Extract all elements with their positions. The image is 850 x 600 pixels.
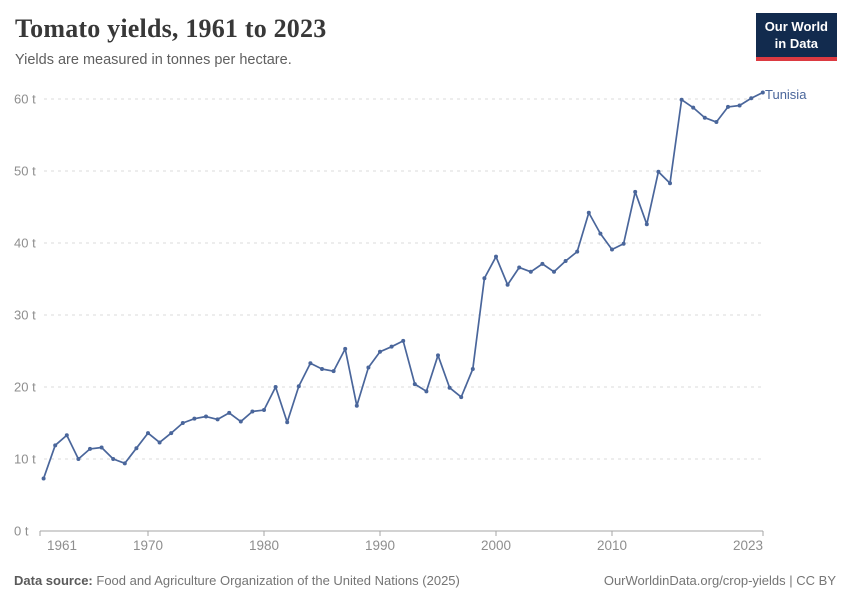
data-point-tunisia-1961[interactable] (41, 476, 46, 481)
data-point-tunisia-1979[interactable] (250, 409, 255, 414)
y-tick-label-40: 40 t (14, 236, 36, 251)
data-point-tunisia-1993[interactable] (412, 382, 417, 387)
data-point-tunisia-1981[interactable] (273, 385, 278, 389)
data-point-tunisia-1962[interactable] (53, 443, 58, 448)
data-point-tunisia-1978[interactable] (238, 419, 243, 424)
data-point-tunisia-1968[interactable] (122, 461, 127, 466)
line-series-tunisia[interactable] (42, 91, 764, 480)
data-point-tunisia-2018[interactable] (702, 115, 707, 120)
license-link[interactable]: OurWorldinData.org/crop-yields | CC BY (603, 573, 836, 588)
data-point-tunisia-1975[interactable] (204, 414, 208, 419)
data-point-tunisia-1974[interactable] (192, 416, 197, 421)
y-tick-label-50: 50 t (14, 164, 36, 179)
data-point-tunisia-2023[interactable] (760, 90, 765, 95)
chart-title: Tomato yields, 1961 to 2023 (15, 14, 327, 43)
x-tick-label-1961: 1961 (47, 538, 77, 553)
y-tick-label-20: 20 t (14, 380, 36, 395)
data-point-tunisia-1973[interactable] (180, 421, 185, 425)
data-point-tunisia-1966[interactable] (99, 445, 104, 450)
data-source: Data source: Food and Agriculture Organi… (14, 573, 460, 588)
data-point-tunisia-2000[interactable] (494, 254, 498, 259)
data-point-tunisia-1965[interactable] (88, 446, 92, 451)
data-point-tunisia-2020[interactable] (726, 104, 730, 109)
x-tick-label-1980: 1980 (249, 538, 279, 553)
data-point-tunisia-1998[interactable] (470, 367, 475, 371)
data-point-tunisia-1977[interactable] (227, 410, 232, 415)
data-point-tunisia-2006[interactable] (563, 259, 568, 263)
data-source-text: Food and Agriculture Organization of the… (96, 573, 460, 588)
data-point-tunisia-1999[interactable] (482, 276, 487, 281)
data-point-tunisia-2010[interactable] (610, 247, 614, 252)
data-point-tunisia-1985[interactable] (320, 367, 324, 371)
chart-footer: Data source: Food and Agriculture Organi… (0, 573, 850, 588)
owid-logo: Our World in Data (755, 13, 837, 61)
data-point-tunisia-1971[interactable] (157, 440, 162, 445)
y-tick-label-60: 60 t (14, 92, 36, 107)
data-point-tunisia-1963[interactable] (64, 433, 69, 438)
y-tick-label-10: 10 t (14, 452, 36, 467)
owid-logo-line1: Our World (764, 19, 828, 34)
data-point-tunisia-2009[interactable] (598, 231, 603, 236)
data-point-tunisia-1972[interactable] (169, 431, 174, 436)
data-point-tunisia-1964[interactable] (76, 457, 81, 461)
chart-subtitle: Yields are measured in tonnes per hectar… (15, 52, 292, 68)
data-point-tunisia-2003[interactable] (528, 269, 533, 274)
data-point-tunisia-1984[interactable] (308, 361, 313, 366)
data-point-tunisia-1997[interactable] (459, 395, 464, 400)
data-source-label: Data source: (14, 573, 93, 588)
data-point-tunisia-1987[interactable] (343, 346, 348, 351)
data-point-tunisia-1989[interactable] (366, 365, 371, 370)
data-point-tunisia-2002[interactable] (517, 265, 522, 270)
x-tick-label-2010: 2010 (597, 538, 627, 553)
data-point-tunisia-1990[interactable] (378, 349, 382, 354)
x-tick-label-2023: 2023 (733, 538, 763, 553)
data-point-tunisia-1995[interactable] (436, 353, 440, 358)
data-point-tunisia-1991[interactable] (389, 344, 394, 349)
data-point-tunisia-2007[interactable] (575, 249, 580, 254)
y-tick-label-30: 30 t (14, 308, 36, 323)
data-point-tunisia-1982[interactable] (285, 420, 290, 425)
x-tick-label-2000: 2000 (481, 538, 511, 553)
data-point-tunisia-2021[interactable] (737, 103, 742, 108)
data-point-tunisia-2014[interactable] (656, 169, 661, 174)
data-point-tunisia-2008[interactable] (586, 210, 591, 215)
data-point-tunisia-2012[interactable] (633, 189, 638, 194)
data-point-tunisia-1996[interactable] (447, 385, 452, 390)
data-point-tunisia-2013[interactable] (644, 222, 649, 227)
data-point-tunisia-2016[interactable] (679, 97, 684, 102)
data-point-tunisia-2004[interactable] (540, 261, 545, 266)
x-tick-label-1970: 1970 (133, 538, 163, 553)
data-point-tunisia-2001[interactable] (505, 282, 510, 287)
data-point-tunisia-1988[interactable] (354, 403, 359, 408)
data-point-tunisia-1969[interactable] (134, 446, 139, 451)
data-point-tunisia-2015[interactable] (668, 181, 672, 186)
data-point-tunisia-2022[interactable] (749, 96, 754, 101)
entity-label-tunisia[interactable]: Tunisia (765, 87, 807, 102)
data-point-tunisia-1994[interactable] (424, 389, 429, 394)
data-point-tunisia-2019[interactable] (714, 120, 719, 125)
data-point-tunisia-1992[interactable] (401, 338, 406, 343)
data-point-tunisia-2017[interactable] (691, 105, 696, 110)
owid-logo-line2: in Data (774, 35, 819, 51)
data-point-tunisia-1983[interactable] (296, 384, 301, 389)
data-point-tunisia-1986[interactable] (331, 369, 336, 374)
data-point-tunisia-1970[interactable] (146, 431, 150, 436)
data-point-tunisia-1976[interactable] (215, 417, 220, 422)
data-point-tunisia-2005[interactable] (552, 269, 556, 274)
x-tick-label-1990: 1990 (365, 538, 395, 553)
data-point-tunisia-1980[interactable] (262, 408, 266, 413)
y-tick-label-0: 0 t (14, 524, 29, 539)
data-point-tunisia-1967[interactable] (111, 457, 116, 461)
data-point-tunisia-2011[interactable] (621, 241, 626, 246)
